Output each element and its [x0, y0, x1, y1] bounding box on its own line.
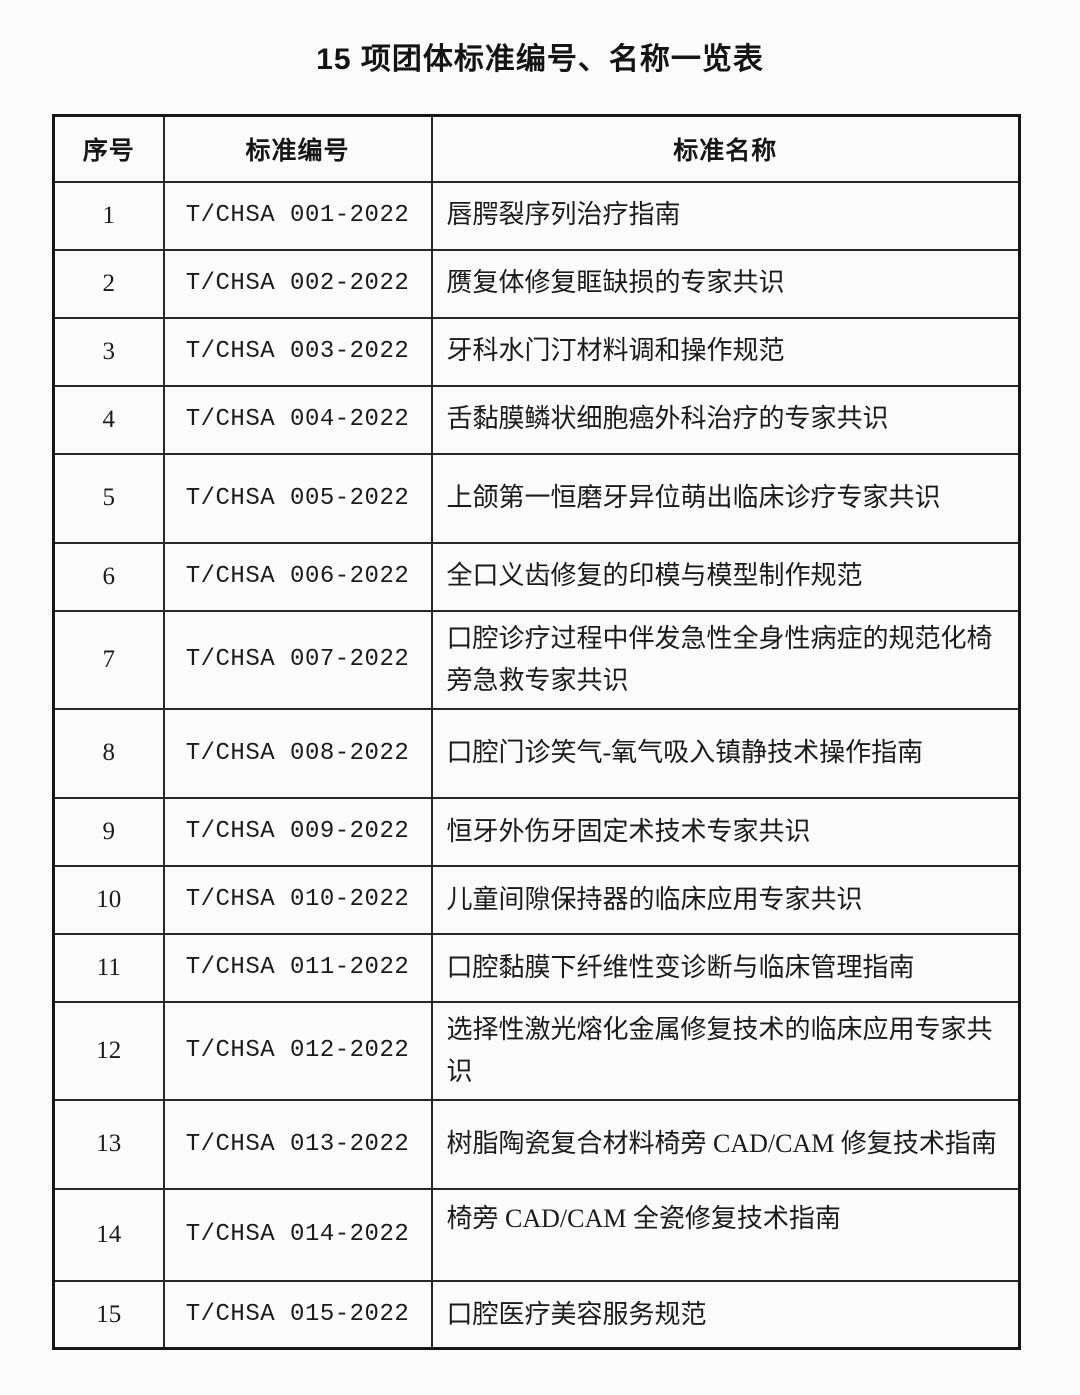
- standard-code: T/CHSA 009-2022: [162, 796, 433, 867]
- page-title: 15 项团体标准编号、名称一览表: [316, 43, 764, 76]
- table-body: 1 T/CHSA 001-2022 唇腭裂序列治疗指南 2 T/CHSA 002-202…: [52, 180, 1021, 1350]
- standard-code: T/CHSA 012-2022: [162, 1000, 433, 1101]
- standard-name: 口腔诊疗过程中伴发急性全身性病症的规范化椅旁急救专家共识: [430, 609, 1021, 710]
- row-index: 10: [52, 864, 165, 935]
- table-row: 2 T/CHSA 002-2022 赝复体修复眶缺损的专家共识: [52, 248, 1021, 319]
- row-index: 13: [52, 1098, 165, 1190]
- standard-name: 儿童间隙保持器的临床应用专家共识: [430, 864, 1021, 935]
- table-row: 8 T/CHSA 008-2022 口腔门诊笑气-氧气吸入镇静技术操作指南: [52, 707, 1021, 799]
- standard-code: T/CHSA 005-2022: [162, 452, 433, 544]
- standard-name: 口腔门诊笑气-氧气吸入镇静技术操作指南: [430, 707, 1021, 799]
- row-index: 4: [52, 384, 165, 455]
- row-index: 3: [52, 316, 165, 387]
- standard-code: T/CHSA 014-2022: [162, 1187, 433, 1282]
- table-row: 13 T/CHSA 013-2022 树脂陶瓷复合材料椅旁 CAD/CAM 修复技术…: [52, 1098, 1021, 1190]
- standard-name: 唇腭裂序列治疗指南: [430, 180, 1021, 251]
- standard-code: T/CHSA 006-2022: [162, 541, 433, 612]
- standards-table: 序号 标准编号 标准名称 1 T/CHSA 001-2022 唇腭裂序列治疗指南 2 T…: [52, 114, 1021, 1351]
- table-row: 3 T/CHSA 003-2022 牙科水门汀材料调和操作规范: [52, 316, 1021, 387]
- row-index: 8: [52, 707, 165, 799]
- standard-code: T/CHSA 001-2022: [162, 180, 433, 251]
- standard-name: 椅旁 CAD/CAM 全瓷修复技术指南: [430, 1187, 1021, 1282]
- row-index: 5: [52, 452, 165, 544]
- document-page: 15 项团体标准编号、名称一览表 序号 标准编号 标准名称 1 T/CHSA 00…: [52, 43, 1021, 1351]
- row-index: 11: [52, 932, 165, 1003]
- table-row: 4 T/CHSA 004-2022 舌黏膜鳞状细胞癌外科治疗的专家共识: [52, 384, 1021, 455]
- standard-code: T/CHSA 007-2022: [162, 609, 433, 710]
- standard-name: 树脂陶瓷复合材料椅旁 CAD/CAM 修复技术指南: [430, 1098, 1021, 1190]
- row-index: 12: [52, 1000, 165, 1101]
- table-row: 9 T/CHSA 009-2022 恒牙外伤牙固定术技术专家共识: [52, 796, 1021, 867]
- col-header-code: 标准编号: [162, 114, 433, 183]
- table-row: 15 T/CHSA 015-2022 口腔医疗美容服务规范: [52, 1279, 1021, 1350]
- standard-name: 恒牙外伤牙固定术技术专家共识: [430, 796, 1021, 867]
- standard-name: 上颌第一恒磨牙异位萌出临床诊疗专家共识: [430, 452, 1021, 544]
- standard-code: T/CHSA 008-2022: [162, 707, 433, 799]
- standard-name: 口腔医疗美容服务规范: [430, 1279, 1021, 1350]
- standard-code: T/CHSA 003-2022: [162, 316, 433, 387]
- standard-name: 舌黏膜鳞状细胞癌外科治疗的专家共识: [430, 384, 1021, 455]
- row-index: 6: [52, 541, 165, 612]
- table-row: 6 T/CHSA 006-2022 全口义齿修复的印模与模型制作规范: [52, 541, 1021, 612]
- table-row: 14 T/CHSA 014-2022 椅旁 CAD/CAM 全瓷修复技术指南: [52, 1187, 1021, 1282]
- standard-code: T/CHSA 004-2022: [162, 384, 433, 455]
- standard-name: 口腔黏膜下纤维性变诊断与临床管理指南: [430, 932, 1021, 1003]
- standard-name: 全口义齿修复的印模与模型制作规范: [430, 541, 1021, 612]
- col-header-name: 标准名称: [430, 114, 1021, 183]
- standard-code: T/CHSA 002-2022: [162, 248, 433, 319]
- row-index: 15: [52, 1279, 165, 1350]
- row-index: 9: [52, 796, 165, 867]
- row-index: 14: [52, 1187, 165, 1282]
- table-row: 11 T/CHSA 011-2022 口腔黏膜下纤维性变诊断与临床管理指南: [52, 932, 1021, 1003]
- row-index: 7: [52, 609, 165, 710]
- table-row: 1 T/CHSA 001-2022 唇腭裂序列治疗指南: [52, 180, 1021, 251]
- table-row: 12 T/CHSA 012-2022 选择性激光熔化金属修复技术的临床应用专家共识: [52, 1000, 1021, 1101]
- table-row: 10 T/CHSA 010-2022 儿童间隙保持器的临床应用专家共识: [52, 864, 1021, 935]
- table-row: 5 T/CHSA 005-2022 上颌第一恒磨牙异位萌出临床诊疗专家共识: [52, 452, 1021, 544]
- standard-code: T/CHSA 011-2022: [162, 932, 433, 1003]
- row-index: 1: [52, 180, 165, 251]
- col-header-index: 序号: [52, 114, 165, 183]
- header-row: 序号 标准编号 标准名称: [52, 114, 1021, 183]
- row-index: 2: [52, 248, 165, 319]
- standard-name: 选择性激光熔化金属修复技术的临床应用专家共识: [430, 1000, 1021, 1101]
- standard-name: 牙科水门汀材料调和操作规范: [430, 316, 1021, 387]
- standard-name: 赝复体修复眶缺损的专家共识: [430, 248, 1021, 319]
- standard-code: T/CHSA 010-2022: [162, 864, 433, 935]
- table-row: 7 T/CHSA 007-2022 口腔诊疗过程中伴发急性全身性病症的规范化椅旁急救…: [52, 609, 1021, 710]
- standard-code: T/CHSA 015-2022: [162, 1279, 433, 1350]
- standard-code: T/CHSA 013-2022: [162, 1098, 433, 1190]
